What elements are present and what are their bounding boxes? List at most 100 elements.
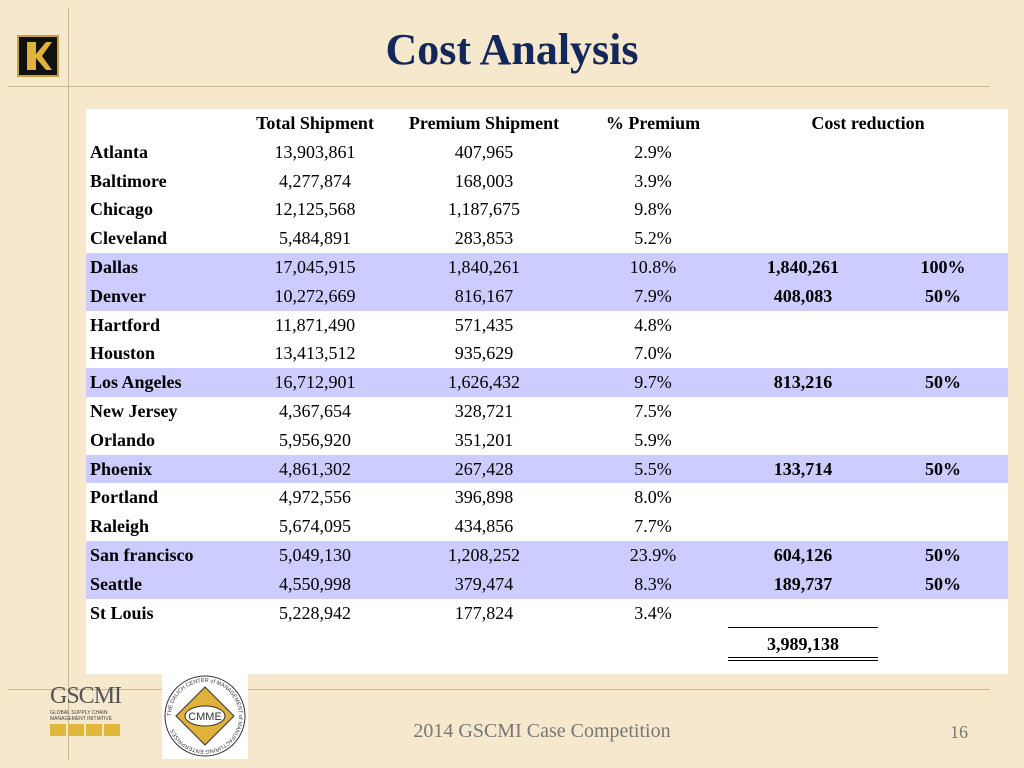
table-row: Cleveland 5,484,891 283,853 5.2%	[86, 224, 1008, 253]
total-shipment-cell: 13,413,512	[274, 343, 356, 364]
city-cell: Phoenix	[86, 454, 240, 484]
premium-shipment-cell: 816,167	[390, 281, 578, 311]
cost-reduction-cell	[728, 224, 878, 253]
total-shipment-cell: 5,674,095	[279, 516, 351, 537]
city-cell: Atlanta	[90, 141, 148, 162]
reduction-share-cell: 50%	[878, 281, 1008, 311]
gscmi-logo-subtitle: GLOBAL SUPPLY CHAIN MANAGEMENT INITIATIV…	[50, 710, 113, 722]
city-cell: Portland	[90, 487, 159, 508]
cost-table-panel: Total Shipment Premium Shipment % Premiu…	[86, 109, 1008, 674]
premium-pct-cell: 5.5%	[578, 454, 728, 484]
premium-pct-cell: 3.4%	[634, 602, 672, 623]
page-number: 16	[950, 722, 968, 742]
cost-reduction-cell: 1,840,261	[728, 252, 878, 282]
city-cell: Cleveland	[90, 228, 168, 249]
table-row: Raleigh 5,674,095 434,856 7.7%	[86, 512, 1008, 541]
premium-pct-cell: 7.5%	[634, 400, 672, 421]
premium-shipment-cell: 396,898	[454, 487, 514, 508]
premium-shipment-cell: 351,201	[454, 429, 514, 450]
total-shipment-cell: 5,484,891	[279, 228, 351, 249]
gscmi-icon-strip	[50, 724, 142, 736]
premium-shipment-cell: 407,965	[454, 141, 514, 162]
table-row: Phoenix 4,861,302 267,428 5.5% 133,714 50%	[86, 454, 1008, 484]
premium-shipment-cell: 935,629	[454, 343, 514, 364]
total-shipment-cell: 10,272,669	[240, 281, 390, 311]
cost-reduction-cell	[728, 195, 878, 224]
total-shipment-cell: 16,712,901	[240, 368, 390, 397]
header-row: Total Shipment Premium Shipment % Premiu…	[86, 109, 1008, 138]
premium-pct-cell: 7.0%	[634, 343, 672, 364]
premium-pct-cell: 9.7%	[578, 368, 728, 397]
total-shipment-cell: 13,903,861	[274, 141, 356, 162]
city-cell: Hartford	[90, 314, 160, 335]
premium-pct-cell: 4.8%	[634, 314, 672, 335]
city-cell: Orlando	[90, 429, 156, 450]
table-row: Baltimore 4,277,874 168,003 3.9%	[86, 167, 1008, 196]
premium-shipment-cell: 267,428	[390, 454, 578, 484]
reduction-share-cell: 100%	[878, 252, 1008, 282]
cmme-logo: CMME THE DALICH CENTER of MANAGEMENT of …	[162, 673, 248, 759]
bottom-rule	[8, 689, 990, 690]
reduction-share-cell	[878, 426, 1008, 455]
total-shipment-cell: 5,956,920	[279, 429, 351, 450]
k-logo-icon	[17, 35, 59, 77]
cost-reduction-cell	[728, 483, 878, 512]
city-cell: Baltimore	[90, 170, 167, 191]
premium-shipment-cell: 283,853	[454, 228, 514, 249]
total-shipment-cell: 5,049,130	[240, 540, 390, 570]
premium-shipment-cell: 1,187,675	[448, 199, 520, 220]
premium-pct-cell: 9.8%	[634, 199, 672, 220]
table-row: Hartford 11,871,490 571,435 4.8%	[86, 311, 1008, 340]
cost-reduction-cell: 133,714	[728, 454, 878, 484]
premium-pct-cell: 3.9%	[634, 170, 672, 191]
premium-shipment-cell: 1,840,261	[390, 252, 578, 282]
table-row: St Louis 5,228,942 177,824 3.4%	[86, 599, 1008, 628]
cmme-logo-text: CMME	[188, 711, 222, 723]
total-shipment-cell: 4,367,654	[279, 400, 351, 421]
premium-shipment-cell: 177,824	[454, 602, 514, 623]
reduction-share-cell: 50%	[878, 540, 1008, 570]
cost-reduction-cell	[728, 397, 878, 426]
reduction-share-cell	[878, 339, 1008, 368]
vertical-rule	[68, 8, 69, 760]
table-row: Denver 10,272,669 816,167 7.9% 408,083 50%	[86, 281, 1008, 311]
reduction-share-cell: 50%	[878, 569, 1008, 599]
total-shipment-cell: 17,045,915	[240, 252, 390, 282]
city-cell: Houston	[90, 343, 156, 364]
premium-pct-cell: 2.9%	[634, 141, 672, 162]
page-title: Cost Analysis	[385, 25, 639, 74]
premium-pct-cell: 7.7%	[634, 516, 672, 537]
table-row: Dallas 17,045,915 1,840,261 10.8% 1,840,261 1…	[86, 252, 1008, 282]
total-shipment-cell: 5,228,942	[279, 602, 351, 623]
cost-reduction-cell: 189,737	[728, 569, 878, 599]
reduction-share-cell	[878, 167, 1008, 196]
table-row: Los Angeles 16,712,901 1,626,432 9.7% 813,21…	[86, 368, 1008, 397]
premium-shipment-cell: 434,856	[454, 516, 514, 537]
table-body: Atlanta 13,903,861 407,965 2.9% Baltimore 4,2…	[86, 138, 1008, 628]
cost-reduction-cell	[728, 599, 878, 628]
reduction-share-cell	[878, 311, 1008, 340]
table-row: San francisco 5,049,130 1,208,252 23.9% 604,…	[86, 540, 1008, 570]
cost-reduction-cell	[728, 512, 878, 541]
gscmi-logo-text: GSCMI	[50, 683, 122, 709]
header-premium: Premium Shipment	[408, 113, 560, 133]
city-cell: Los Angeles	[86, 368, 240, 397]
cost-reduction-cell	[728, 167, 878, 196]
city-cell: Denver	[86, 281, 240, 311]
reduction-share-cell	[878, 138, 1008, 167]
header-reduction: Cost reduction	[811, 113, 925, 133]
total-row: 3,989,138	[86, 627, 1008, 662]
gscmi-runner-icon	[50, 724, 66, 736]
table-row: Seattle 4,550,998 379,474 8.3% 189,737 50%	[86, 569, 1008, 599]
total-shipment-cell: 4,861,302	[240, 454, 390, 484]
header-total: Total Shipment	[256, 113, 374, 133]
total-shipment-cell: 12,125,568	[274, 199, 356, 220]
header-city	[86, 109, 240, 138]
cost-reduction-cell	[728, 426, 878, 455]
premium-shipment-cell: 328,721	[454, 400, 514, 421]
total-shipment-cell: 4,550,998	[240, 569, 390, 599]
city-cell: Raleigh	[90, 516, 150, 537]
cost-reduction-cell: 408,083	[728, 281, 878, 311]
footer-text: 2014 GSCMI Case Competition	[413, 720, 671, 742]
reduction-share-cell	[878, 397, 1008, 426]
